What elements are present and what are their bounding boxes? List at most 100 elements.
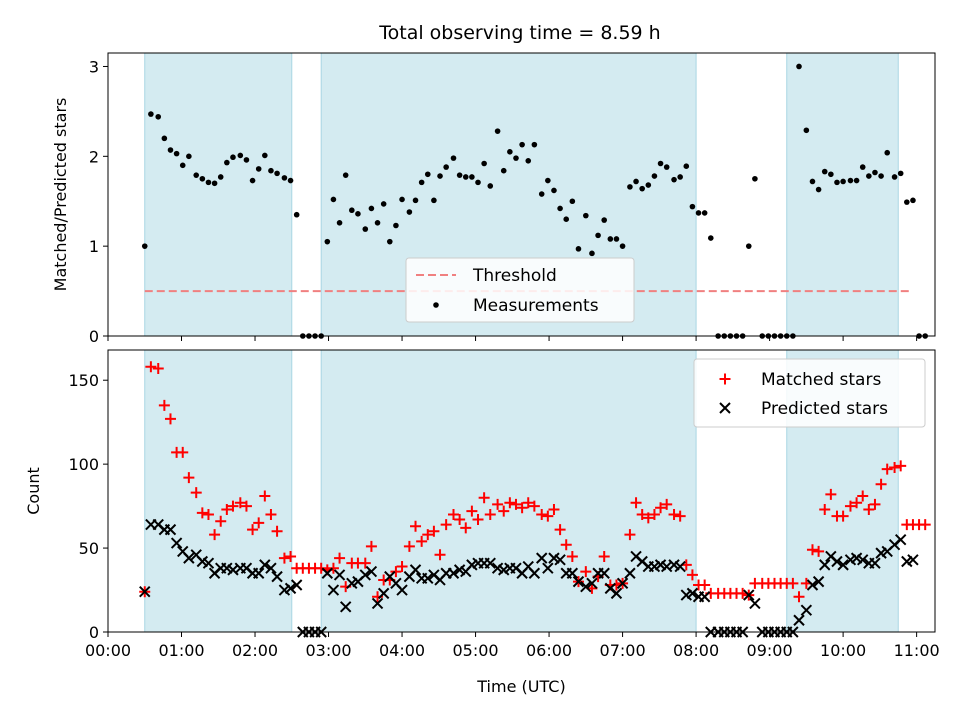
measurement-point — [803, 127, 810, 134]
matched-point — [448, 509, 460, 520]
measurement-point — [538, 191, 545, 197]
measurement-point — [374, 220, 381, 226]
measurement-point — [399, 196, 405, 203]
matched-point — [560, 539, 572, 551]
matched-point — [548, 503, 560, 515]
predicted-point — [610, 587, 623, 600]
measurement-point — [293, 211, 300, 218]
predicted-point — [624, 567, 636, 579]
measurement-point — [589, 250, 595, 257]
measurement-point — [148, 111, 154, 117]
matched-point — [265, 509, 277, 520]
x-axis-label: Time (UTC) — [476, 677, 565, 696]
predicted-point — [806, 579, 819, 591]
predicted-point — [749, 597, 761, 610]
matched-point — [390, 566, 402, 578]
measurement-point — [904, 199, 910, 205]
measurement-point — [519, 141, 525, 148]
measurement-point — [601, 217, 607, 223]
measurement-point — [897, 170, 904, 177]
predicted-point — [837, 559, 849, 571]
measurement-point — [752, 175, 758, 182]
matched-point — [152, 362, 164, 374]
matched-point — [875, 478, 887, 490]
measurement-point — [362, 226, 369, 232]
ratio-panel: 0 1 2 3 Matched/Predicted stars Threshold Meas… — [51, 52, 936, 346]
measurement-point — [613, 236, 620, 242]
matched-point — [522, 497, 534, 509]
measurement-point — [847, 177, 854, 184]
matched-point — [234, 497, 246, 509]
predicted-point — [812, 575, 825, 588]
predicted-point — [542, 562, 554, 574]
measurement-point — [274, 170, 280, 177]
matched-point — [686, 569, 698, 581]
measurement-point — [424, 171, 431, 178]
y-tick-label: 150 — [68, 371, 99, 390]
matched-point — [566, 550, 578, 562]
matched-point — [869, 498, 881, 510]
matched-point — [542, 510, 554, 522]
measurement-point — [349, 207, 355, 214]
predicted-point — [259, 559, 271, 571]
measurement-point — [545, 177, 551, 184]
measurement-point — [809, 178, 816, 185]
predicted-point — [252, 567, 265, 579]
predicted-point — [359, 569, 371, 581]
measurement-point — [205, 179, 212, 186]
matched-point — [498, 505, 510, 517]
matched-point — [857, 490, 869, 502]
matched-point — [837, 510, 849, 522]
measurement-point — [262, 152, 268, 159]
counts-legend-box — [693, 358, 926, 428]
legend-matched-label: Matched stars — [761, 370, 881, 390]
matched-point — [528, 500, 540, 512]
measurement-point — [595, 232, 601, 239]
measurement-point — [217, 174, 224, 180]
matched-point — [655, 502, 667, 514]
predicted-point — [743, 589, 755, 601]
matched-point — [215, 515, 227, 527]
measurement-point — [891, 174, 898, 180]
predicted-point — [284, 582, 297, 595]
measurement-point — [500, 167, 507, 174]
matched-point — [158, 399, 170, 411]
matched-point — [259, 490, 271, 502]
matched-point — [428, 525, 440, 537]
predicted-point — [831, 555, 843, 568]
matched-point — [472, 514, 484, 526]
measurement-point — [237, 152, 244, 159]
measurement-point — [481, 160, 487, 167]
predicted-point — [139, 586, 151, 598]
matched-point — [642, 512, 654, 524]
axes-frame — [107, 349, 936, 633]
predicted-point — [528, 567, 541, 579]
measurement-point — [639, 185, 645, 192]
matched-point — [240, 500, 252, 512]
matched-point — [416, 535, 428, 547]
predicted-point — [554, 554, 566, 566]
measurement-point — [494, 128, 501, 134]
predicted-point — [894, 533, 907, 546]
predicted-point — [674, 560, 686, 573]
measurement-point — [525, 158, 532, 164]
matched-point — [253, 517, 265, 529]
matched-point — [478, 492, 490, 504]
measurement-point — [199, 175, 206, 182]
predicted-point — [598, 567, 610, 579]
matched-point — [889, 462, 901, 473]
predicted-point — [484, 557, 496, 569]
x-tick-label: 08:00 — [673, 641, 719, 660]
measurement-point — [475, 179, 481, 186]
measurement-point — [456, 172, 463, 178]
measurement-point — [268, 167, 274, 174]
matched-point — [919, 519, 931, 531]
y-tick-label: 3 — [89, 57, 99, 76]
matched-point — [410, 520, 422, 532]
measurement-point — [193, 172, 200, 178]
x-tick-label: 11:00 — [894, 641, 940, 660]
matched-point — [221, 503, 233, 515]
measurement-point — [141, 243, 148, 249]
measurement-point — [418, 179, 425, 186]
